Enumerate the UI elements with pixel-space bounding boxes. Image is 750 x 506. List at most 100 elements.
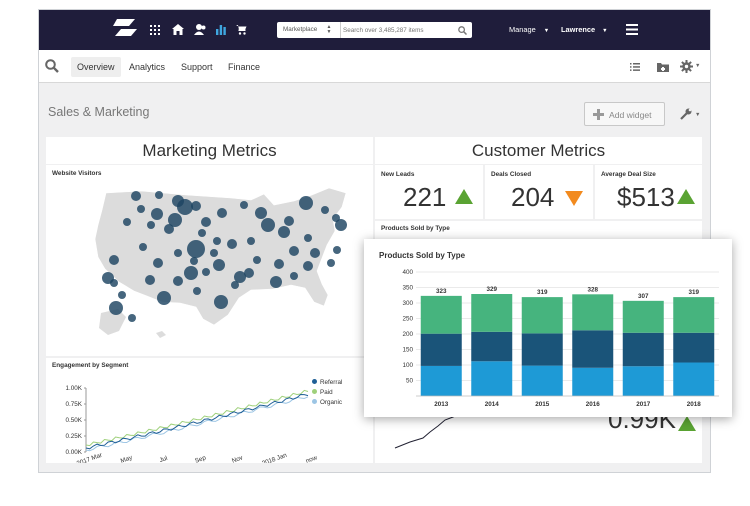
visitor-dot xyxy=(290,272,298,280)
x-tick-label: 2018 Jan xyxy=(261,452,288,463)
visitor-dot xyxy=(173,276,183,286)
tab-analytics[interactable]: Analytics xyxy=(129,62,166,72)
tab-overview[interactable]: Overview xyxy=(71,57,121,77)
visitor-dot xyxy=(214,295,228,309)
website-visitors-title: Website Visitors xyxy=(52,170,102,177)
bar-segment[interactable] xyxy=(622,300,664,333)
visitor-dot xyxy=(274,259,284,269)
users-icon[interactable] xyxy=(194,24,207,35)
bar-segment[interactable] xyxy=(622,332,664,367)
bar-segment[interactable] xyxy=(521,365,563,396)
bar-segment[interactable] xyxy=(673,332,715,363)
referral-line xyxy=(85,393,309,450)
visitor-dot xyxy=(227,239,237,249)
bar-segment[interactable] xyxy=(572,294,614,331)
kpi-new-leads[interactable]: New Leads 221 xyxy=(375,165,483,219)
kpi-average-deal-size[interactable]: Average Deal Size $513 xyxy=(595,165,702,219)
visitor-dot xyxy=(174,249,182,257)
kpi-label: Average Deal Size xyxy=(601,171,656,178)
visitor-dot xyxy=(128,314,136,322)
visitor-dot xyxy=(109,301,123,315)
bar-total-label: 319 xyxy=(537,289,548,296)
legend-item-organic[interactable]: Organic xyxy=(312,399,342,409)
visitor-dot xyxy=(198,229,206,237)
bar-segment[interactable] xyxy=(673,297,715,333)
dashboard-window: Marketplace ▲▼ Manage ▼ Lawrence ▼ Overv… xyxy=(38,9,711,473)
engagement-legend: Referral Paid Organic xyxy=(312,379,342,409)
visitor-dot xyxy=(168,213,182,227)
apps-grid-icon[interactable] xyxy=(150,25,160,35)
visitor-dot xyxy=(244,268,254,278)
bar-segment[interactable] xyxy=(622,366,664,396)
visitor-dot xyxy=(145,275,155,285)
visitor-dot xyxy=(191,201,201,211)
bar-total-label: 319 xyxy=(688,289,699,296)
y-tick-label: 150 xyxy=(402,347,413,354)
legend-item-referral[interactable]: Referral xyxy=(312,379,342,389)
tab-finance[interactable]: Finance xyxy=(228,62,261,72)
visitor-dot xyxy=(321,206,329,214)
marketplace-select[interactable]: Marketplace ▲ ▼ xyxy=(277,22,341,38)
paid-line xyxy=(85,389,309,447)
bar-segment[interactable] xyxy=(572,330,614,368)
settings-gear-icon[interactable] xyxy=(680,60,693,73)
bar-chart-icon[interactable] xyxy=(216,24,226,35)
visitor-dot xyxy=(177,199,193,215)
bar-segment[interactable] xyxy=(471,361,513,396)
wrench-icon[interactable] xyxy=(680,108,692,120)
x-tick-label: Jul xyxy=(159,455,169,463)
bar-segment[interactable] xyxy=(471,294,513,332)
x-tick-label: 2014 xyxy=(485,401,500,408)
visitor-dot xyxy=(109,255,119,265)
user-menu[interactable]: Lawrence ▼ xyxy=(561,25,608,34)
visitor-dot xyxy=(155,191,163,199)
list-view-icon[interactable] xyxy=(630,63,640,71)
y-tick-label: 400 xyxy=(402,269,413,276)
bar-segment[interactable] xyxy=(420,333,462,366)
trend-up-icon xyxy=(455,189,473,204)
products-sold-popup[interactable]: Products Sold by Type 50 100 150 200 250 300 3… xyxy=(364,239,732,417)
manage-menu[interactable]: Manage ▼ xyxy=(509,25,549,34)
brand-logo-icon[interactable] xyxy=(113,19,137,39)
add-widget-button[interactable]: Add widget xyxy=(584,102,665,126)
bar-segment[interactable] xyxy=(521,333,563,366)
search-icon[interactable] xyxy=(458,26,467,35)
folder-icon[interactable] xyxy=(657,62,669,72)
bar-segment[interactable] xyxy=(471,331,513,362)
search-bar: Marketplace ▲ ▼ xyxy=(277,22,472,38)
customer-metrics-title: Customer Metrics xyxy=(471,141,606,160)
visitor-dot xyxy=(310,248,320,258)
legend-item-paid[interactable]: Paid xyxy=(312,389,342,399)
kpi-deals-closed[interactable]: Deals Closed 204 xyxy=(485,165,593,219)
visitor-dot xyxy=(261,218,275,232)
search-icon[interactable] xyxy=(45,59,59,73)
bar-segment[interactable] xyxy=(420,365,462,396)
bar-segment[interactable] xyxy=(420,295,462,334)
visitor-dot xyxy=(201,217,211,227)
visitor-dot xyxy=(270,276,282,288)
x-tick-label: 2016 xyxy=(586,401,601,408)
visitor-dot xyxy=(284,216,294,226)
home-icon[interactable] xyxy=(172,24,184,35)
bar-segment[interactable] xyxy=(521,297,563,334)
bar-segment[interactable] xyxy=(572,367,614,396)
visitor-dot xyxy=(193,287,201,295)
tab-support[interactable]: Support xyxy=(181,62,213,72)
engagement-title: Engagement by Segment xyxy=(52,362,129,369)
chevron-down-icon[interactable]: ▼ xyxy=(695,63,701,69)
page-header: Sales & Marketing Add widget ▼ xyxy=(39,84,710,134)
hamburger-menu-icon[interactable] xyxy=(626,24,638,35)
visitor-dot xyxy=(184,266,198,280)
visitor-dot xyxy=(231,281,239,289)
visitor-dot xyxy=(153,258,163,268)
bar-segment[interactable] xyxy=(673,362,715,396)
search-input[interactable] xyxy=(343,23,455,37)
alaska-shape xyxy=(99,309,126,335)
x-tick-label: 2013 xyxy=(434,401,449,408)
chevron-down-icon[interactable]: ▼ xyxy=(695,112,701,118)
y-tick-label: 200 xyxy=(402,331,413,338)
visitor-dot xyxy=(213,259,225,271)
cart-icon[interactable] xyxy=(236,25,247,35)
trend-up-icon xyxy=(678,416,696,431)
